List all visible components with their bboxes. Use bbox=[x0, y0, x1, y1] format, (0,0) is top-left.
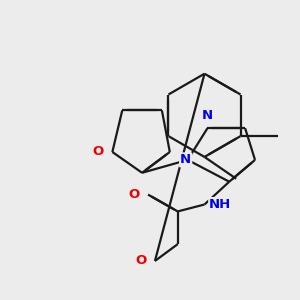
Text: O: O bbox=[128, 188, 140, 201]
Text: NH: NH bbox=[209, 198, 232, 211]
Text: O: O bbox=[136, 254, 147, 268]
Text: N: N bbox=[180, 153, 191, 167]
Text: N: N bbox=[202, 109, 213, 122]
Text: O: O bbox=[93, 146, 104, 158]
